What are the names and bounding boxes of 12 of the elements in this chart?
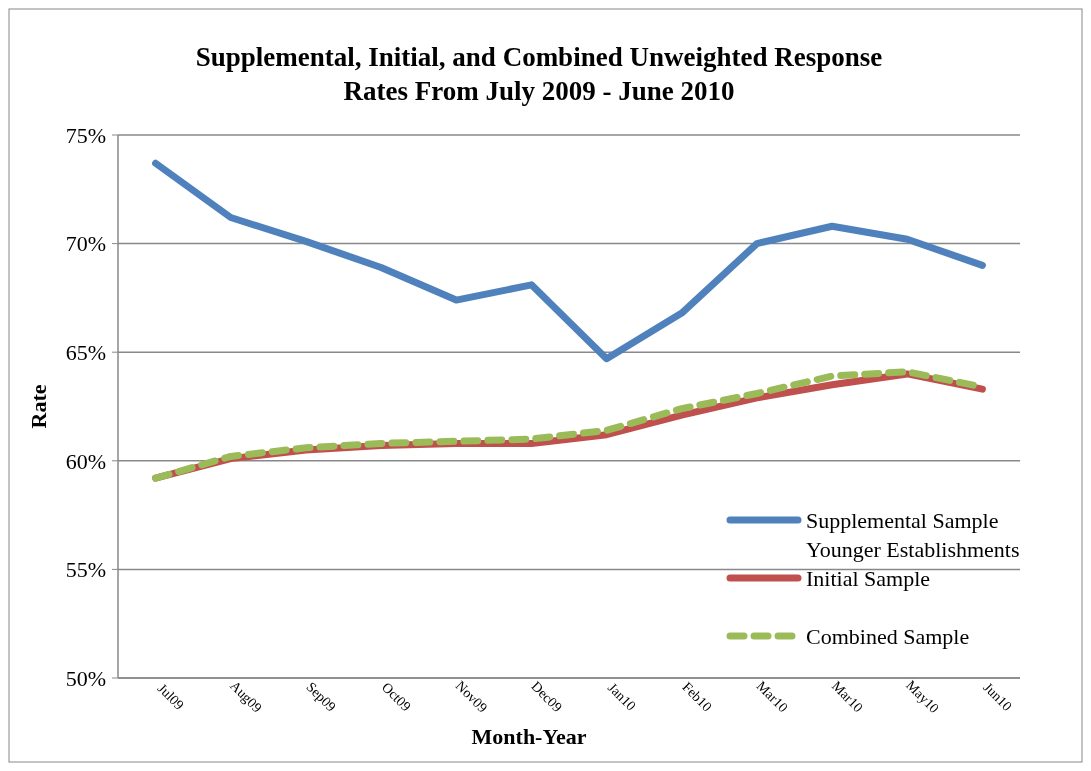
legend-label: Initial Sample — [806, 565, 931, 591]
y-axis-title: Rate — [26, 384, 51, 429]
y-tick-label: 75% — [65, 122, 106, 148]
legend-label: Combined Sample — [806, 623, 970, 649]
y-tick-label: 70% — [65, 231, 106, 257]
x-axis-title: Month-Year — [471, 724, 587, 749]
legend-label: Supplemental Sample Younger Establishments — [806, 507, 1020, 562]
y-tick-label: 50% — [65, 665, 106, 691]
y-tick-label: 65% — [65, 339, 106, 365]
y-tick-label: 55% — [65, 557, 106, 583]
y-tick-label: 60% — [65, 448, 106, 474]
chart-title: Supplemental, Initial, and Combined Unweighted Response Rates From July 2009 - June 2010 — [195, 42, 883, 106]
